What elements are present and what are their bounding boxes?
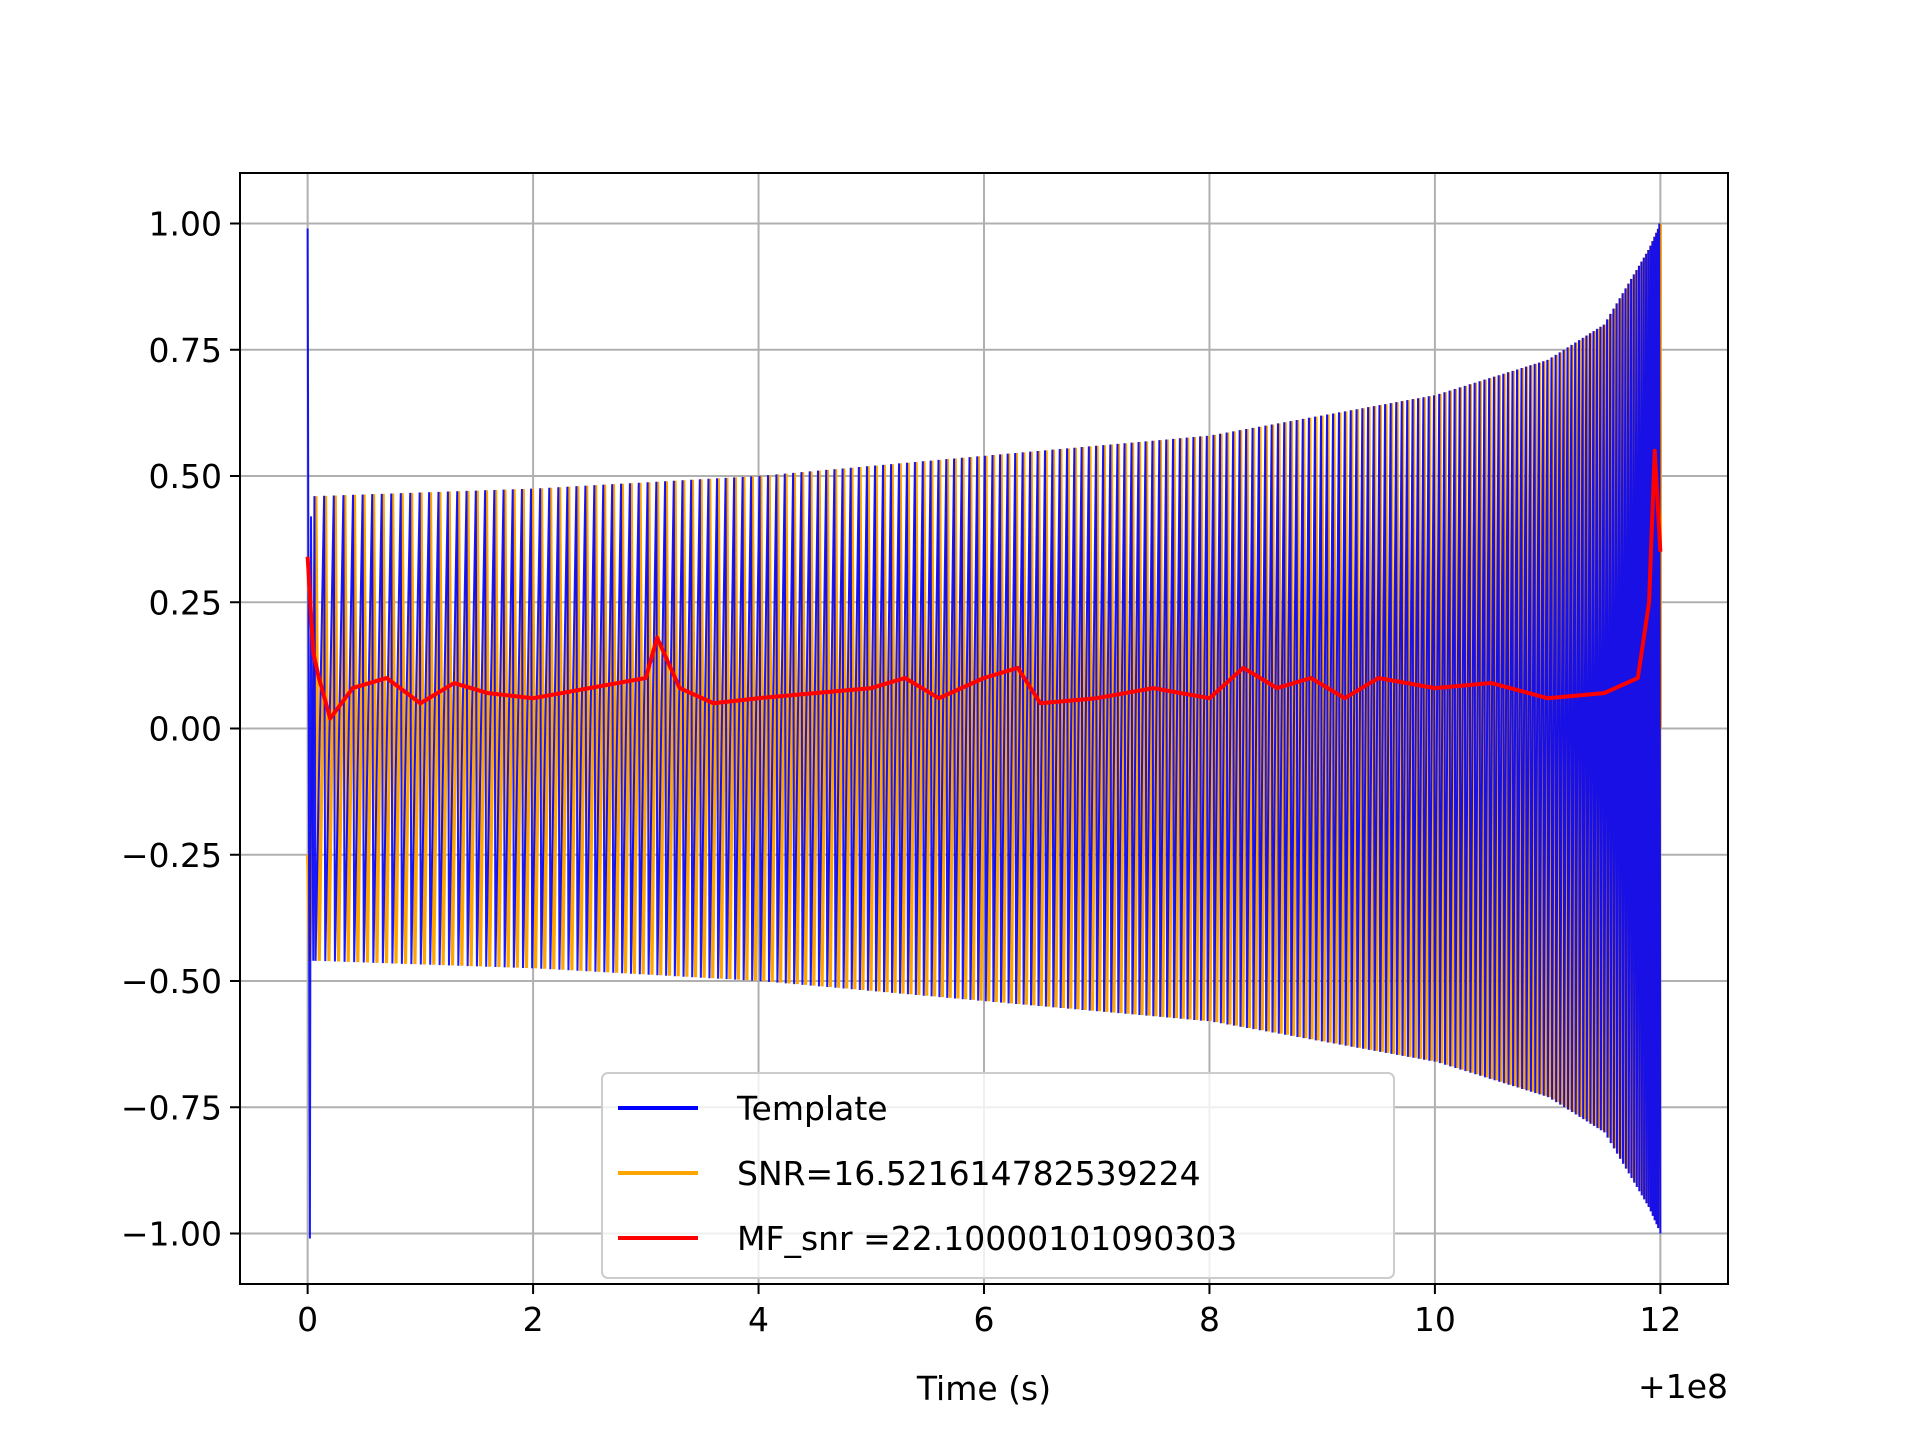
legend: Template SNR=16.521614782539224 MF_snr =22… xyxy=(601,1072,1395,1279)
series-layer xyxy=(305,223,1663,1239)
legend-label: SNR=16.521614782539224 xyxy=(737,1154,1201,1193)
series-mf-snr-line xyxy=(305,448,1663,721)
y-tick-label: 0.50 xyxy=(149,457,222,496)
x-tick-label: 8 xyxy=(1199,1300,1220,1339)
y-tick-label: 1.00 xyxy=(149,205,222,244)
y-tick-label: −0.25 xyxy=(121,836,222,875)
y-tick-label: 0.25 xyxy=(149,583,222,622)
x-tick-label: 6 xyxy=(974,1300,995,1339)
y-tick-label: −0.50 xyxy=(121,962,222,1001)
legend-box xyxy=(601,1072,1395,1279)
y-tick-label: −1.00 xyxy=(121,1215,222,1254)
x-tick-label: 0 xyxy=(297,1300,318,1339)
x-tick-label: 12 xyxy=(1639,1300,1681,1339)
x-tick-label: 10 xyxy=(1414,1300,1456,1339)
x-offset-label: +1e8 xyxy=(1638,1367,1728,1406)
x-tick-label: 4 xyxy=(748,1300,769,1339)
series-template-line xyxy=(306,223,1662,1239)
legend-label: MF_snr =22.10000101090303 xyxy=(737,1219,1237,1258)
legend-label: Template xyxy=(736,1089,888,1128)
x-axis-label: Time (s) xyxy=(916,1369,1051,1408)
y-tick-label: 0.00 xyxy=(149,710,222,749)
x-tick-label: 2 xyxy=(523,1300,544,1339)
y-tick-label: 0.75 xyxy=(149,331,222,370)
ticks: 0 2 4 6 8 10 12 1.00 0.75 0.50 0.25 0.00 −0.25 −0.50 −… xyxy=(121,205,1682,1340)
y-tick-label: −0.75 xyxy=(121,1088,222,1127)
